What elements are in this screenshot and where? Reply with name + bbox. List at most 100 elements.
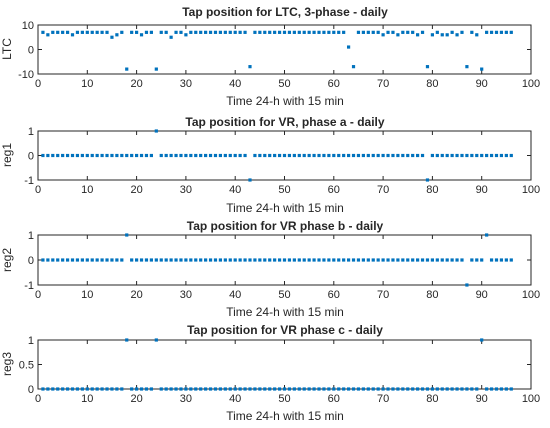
reg2-data-point: [391, 258, 395, 262]
reg1-data-point: [282, 153, 287, 158]
ltc-data-point: [480, 67, 484, 71]
reg2-data-point: [253, 258, 257, 262]
reg3-data-point: [110, 387, 114, 391]
ltc-data-point: [327, 30, 331, 34]
reg3-data-point: [80, 387, 84, 391]
ltc-xtick-label: 80: [426, 78, 438, 90]
reg1-data-point: [277, 153, 282, 158]
reg1-data-point: [115, 153, 119, 158]
ltc-data-point: [460, 30, 464, 34]
ltc-data-point: [100, 30, 104, 34]
reg3-data-point: [253, 387, 257, 391]
ltc-data-point: [322, 30, 326, 34]
reg1-data-point: [346, 153, 351, 158]
reg1-data-point: [406, 153, 410, 158]
reg3-data-point: [509, 387, 513, 391]
reg1-data-point: [361, 153, 365, 158]
ltc-data-point: [194, 30, 198, 34]
reg1-data-point: [65, 153, 70, 158]
reg2-data-point: [420, 258, 425, 262]
reg1-data-point: [154, 129, 158, 133]
reg2-data-point: [302, 258, 306, 262]
reg2-xtick-label: 0: [35, 289, 41, 301]
ltc-data-point: [208, 30, 213, 34]
reg1-data-point: [509, 153, 513, 158]
reg2-data-point: [342, 258, 346, 262]
reg2-data-point: [386, 258, 390, 262]
reg1-data-point: [411, 153, 415, 158]
reg1-data-point: [194, 153, 198, 158]
ltc-data-point: [139, 33, 144, 37]
ltc-xtick-label: 10: [81, 78, 93, 90]
reg2-data-point: [445, 258, 449, 262]
reg2-data-point: [346, 258, 351, 262]
ltc-data-point: [342, 30, 346, 34]
reg3-data-point: [135, 387, 139, 391]
reg3-data-point: [228, 387, 232, 391]
reg3-data-point: [411, 387, 415, 391]
reg3-data-point: [342, 387, 346, 391]
reg1-xtick-label: 50: [278, 184, 290, 196]
reg2-data-point: [337, 258, 341, 262]
reg3-data-point: [292, 387, 296, 391]
reg3-data-point: [485, 387, 489, 391]
reg2-xtick-label: 20: [130, 289, 142, 301]
ltc-data-point: [149, 30, 153, 34]
reg1-data-point: [460, 153, 464, 158]
ltc-data-point: [273, 30, 277, 34]
reg3-xtick-label: 60: [328, 393, 340, 405]
reg3-data-point: [396, 387, 400, 391]
reg3-data-point: [248, 387, 252, 391]
reg3-data-point: [287, 387, 292, 391]
reg2-data-point: [144, 258, 149, 262]
reg2-data-point: [351, 258, 356, 262]
reg3-data-point: [51, 387, 55, 391]
reg2-data-point: [273, 258, 277, 262]
reg1-data-point: [425, 178, 430, 182]
ltc-data-point: [144, 30, 149, 34]
reg2-data-point: [480, 258, 484, 262]
reg2-data-point: [218, 258, 223, 262]
reg2-data-point: [125, 233, 129, 237]
reg1-data-point: [243, 153, 247, 158]
reg3-data-point: [90, 387, 94, 391]
reg1-data-point: [51, 153, 55, 158]
reg2-ytick-label: -1: [24, 280, 34, 292]
reg1-data-point: [371, 153, 375, 158]
reg2-data-point: [179, 258, 183, 262]
reg1-data-point: [213, 153, 218, 158]
reg1-data-point: [268, 153, 272, 158]
ltc-data-point: [489, 30, 494, 34]
reg2-data-point: [381, 258, 385, 262]
reg1-xtick-label: 100: [522, 184, 540, 196]
reg2-data-point: [115, 258, 119, 262]
reg1-data-point: [218, 153, 223, 158]
ltc-data-point: [243, 30, 247, 34]
reg1-data-point: [327, 153, 331, 158]
reg2-data-point: [85, 258, 89, 262]
reg3-data-point: [420, 387, 425, 391]
ltc-data-point: [455, 33, 459, 37]
reg2-data-point: [135, 258, 139, 262]
ltc-ylabel: LTC: [0, 38, 14, 60]
reg3-subplot: Tap position for VR phase c - daily reg3…: [0, 323, 540, 423]
reg2-data-point: [504, 258, 508, 262]
ltc-data-point: [233, 30, 237, 34]
reg2-data-point: [416, 258, 420, 262]
ltc-data-point: [56, 30, 60, 34]
ltc-data-point: [154, 67, 158, 71]
reg1-data-point: [41, 153, 45, 158]
reg1-data-point: [499, 153, 504, 158]
ltc-data-point: [80, 30, 84, 34]
reg1-ytick-label: -1: [24, 175, 34, 187]
reg1-xtick-label: 0: [35, 184, 41, 196]
reg2-data-point: [485, 233, 489, 237]
reg3-data-point: [504, 387, 508, 391]
reg1-data-point: [204, 153, 208, 158]
reg2-data-point: [509, 258, 513, 262]
reg3-data-point: [164, 387, 168, 391]
reg3-data-point: [312, 387, 316, 391]
reg3-data-point: [56, 387, 60, 391]
reg2-data-point: [169, 258, 173, 262]
reg3-data-point: [346, 387, 351, 391]
